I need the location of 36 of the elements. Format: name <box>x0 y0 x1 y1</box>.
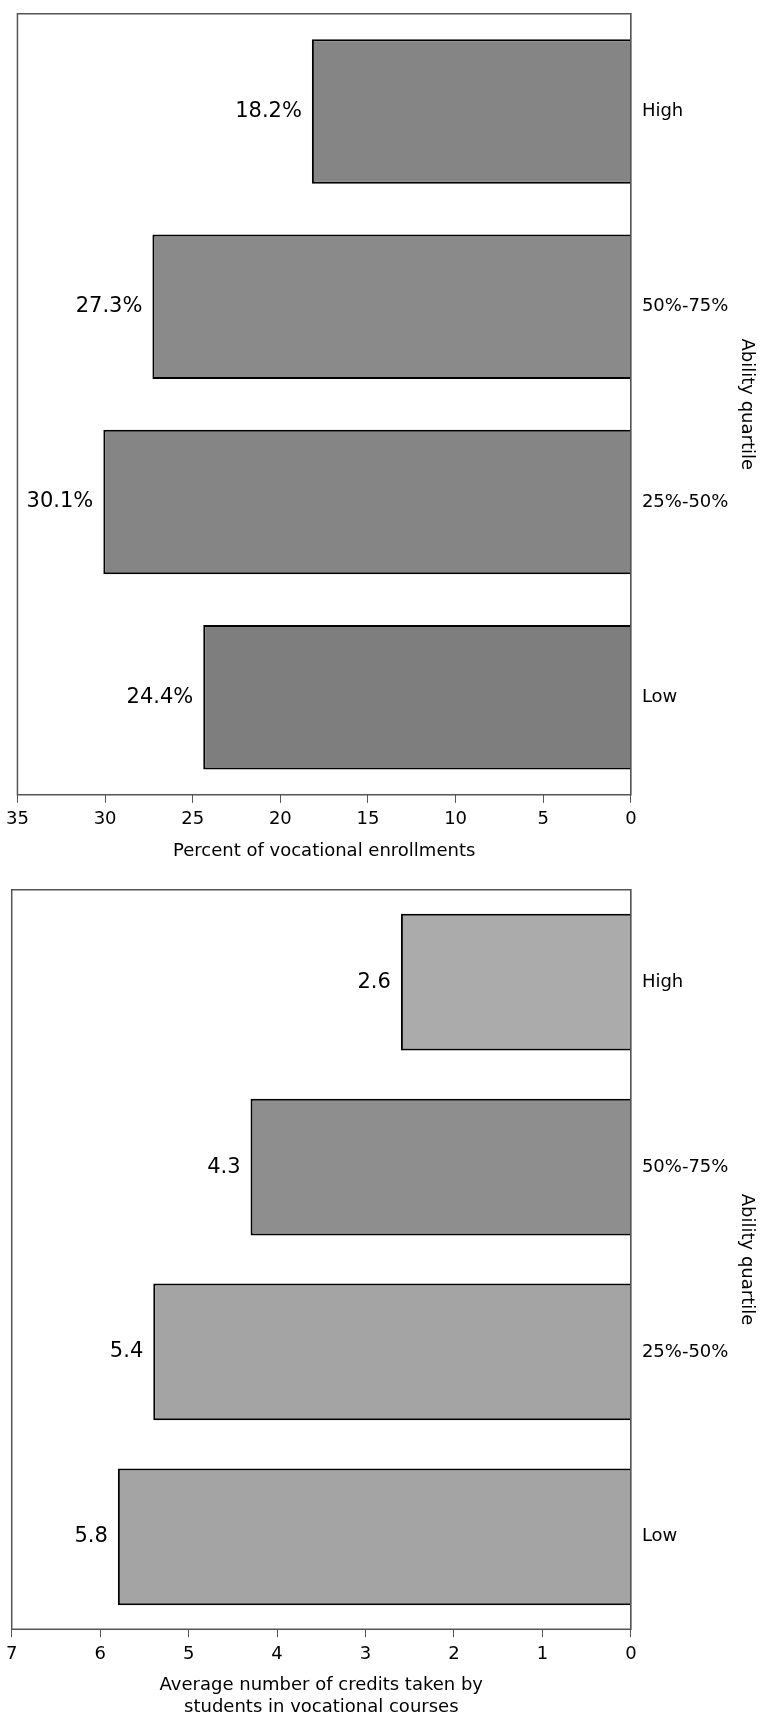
x-tick-label: 5 <box>537 807 549 829</box>
x-tick-label: 25 <box>181 807 205 829</box>
data-label: 5.8 <box>74 1523 108 1548</box>
data-label: 27.3% <box>75 293 143 318</box>
data-label: 24.4% <box>126 683 194 708</box>
x-tick-label: 2 <box>448 1641 460 1663</box>
x-tick-label: 0 <box>625 807 637 829</box>
x-tick-label: 20 <box>268 807 292 829</box>
y-tick-label: High <box>641 99 684 121</box>
x-tick-label: 5 <box>182 1641 195 1663</box>
x-axis-title: Average number of credits taken by students in vocational courses <box>159 1673 484 1716</box>
x-tick-label: 30 <box>93 807 117 829</box>
y-tick-label: 25%-50% <box>641 1339 729 1361</box>
x-tick-label: 6 <box>94 1641 106 1663</box>
y-tick-label: High <box>641 969 684 991</box>
x-tick-label: 0 <box>625 1641 637 1663</box>
x-tick-label: 4 <box>271 1641 283 1663</box>
data-label: 5.4 <box>109 1338 144 1363</box>
y-tick-label: 50%-75% <box>641 1154 729 1176</box>
x-tick-label: 3 <box>359 1641 372 1663</box>
y-tick-label: Low <box>641 1524 678 1546</box>
data-label: 2.6 <box>357 968 391 993</box>
x-tick-label: 10 <box>444 807 468 829</box>
y-axis-title: Ability quartile <box>737 338 759 471</box>
y-tick-label: 25%-50% <box>641 489 729 511</box>
x-tick-label: 15 <box>356 807 380 829</box>
y-axis-title: Ability quartile <box>737 1193 759 1326</box>
data-label: 4.3 <box>207 1153 241 1178</box>
data-label: 30.1% <box>26 488 94 513</box>
y-tick-label: Low <box>641 684 678 706</box>
x-tick-label: 1 <box>536 1641 549 1663</box>
x-axis-title: Percent of vocational enrollments <box>173 838 476 860</box>
data-label: 18.2% <box>235 97 302 122</box>
y-tick-label: 50%-75% <box>641 294 729 316</box>
x-tick-label: 35 <box>6 807 29 829</box>
x-tick-label: 7 <box>6 1641 18 1663</box>
